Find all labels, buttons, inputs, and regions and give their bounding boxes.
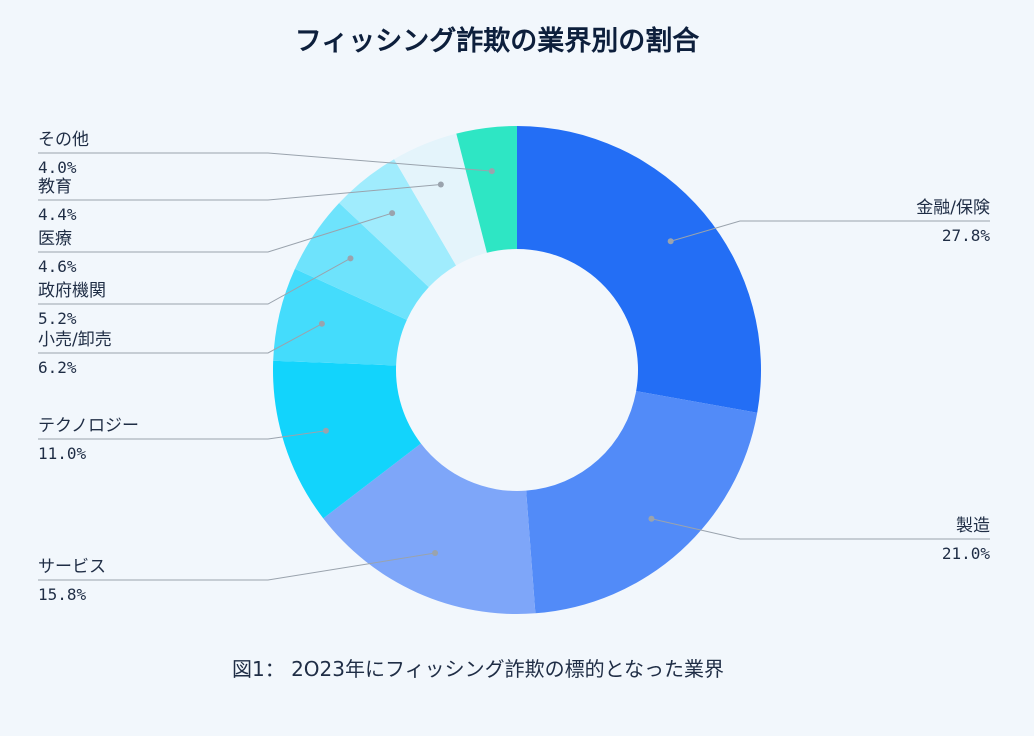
leader-dot-8 — [488, 168, 495, 175]
chart-caption: 図1： 2O23年にフィッシング詐欺の標的となった業界 — [232, 657, 724, 681]
leader-dot-2 — [432, 549, 439, 556]
slice-labels: 金融/保険 27.8% 製造 21.0% サービス 15.8% テクノロジー 11.0% 小売/… — [38, 130, 990, 604]
slice-0 — [517, 126, 761, 413]
slice-label-2: サービス — [38, 557, 106, 577]
slice-value-7: 4.4% — [38, 205, 77, 224]
slice-label-1: 製造 — [956, 516, 990, 536]
leader-line-7 — [38, 184, 441, 201]
slice-value-8: 4.0% — [38, 158, 77, 177]
slice-3 — [273, 360, 421, 519]
leader-line-8 — [38, 152, 492, 172]
slice-1 — [526, 391, 758, 614]
leader-dot-4 — [318, 320, 325, 327]
leader-dot-6 — [389, 210, 396, 217]
leader-line-0 — [670, 220, 990, 242]
leader-line-6 — [38, 212, 393, 253]
leader-dot-3 — [322, 427, 329, 434]
slice-label-8: その他 — [38, 130, 89, 150]
leader-line-1 — [651, 518, 990, 540]
leader-dot-0 — [667, 238, 674, 245]
slice-value-4: 6.2% — [38, 358, 77, 377]
leader-line-5 — [38, 257, 351, 305]
leader-dot-1 — [648, 515, 655, 522]
leader-line-3 — [38, 430, 326, 440]
slice-label-6: 医療 — [38, 229, 72, 249]
slice-5 — [294, 202, 429, 320]
slice-value-2: 15.8% — [38, 585, 87, 604]
slice-8 — [456, 126, 517, 253]
slice-value-3: 11.0% — [38, 444, 87, 463]
slice-4 — [273, 268, 407, 366]
slice-label-0: 金融/保険 — [916, 198, 990, 218]
leader-line-4 — [38, 323, 323, 354]
chart-title: フィッシング詐欺の業界別の割合 — [295, 25, 699, 57]
donut-slices — [273, 126, 761, 614]
slice-label-4: 小売/卸売 — [38, 330, 112, 350]
slice-value-5: 5.2% — [38, 309, 77, 328]
slice-label-3: テクノロジー — [38, 416, 139, 436]
leader-dot-5 — [347, 255, 354, 262]
slice-value-6: 4.6% — [38, 257, 77, 276]
slice-value-0: 27.8% — [942, 226, 991, 245]
slice-7 — [394, 133, 487, 266]
slice-label-5: 政府機関 — [38, 281, 106, 301]
slice-2 — [323, 443, 536, 614]
leader-dot-7 — [437, 181, 444, 188]
slice-value-1: 21.0% — [942, 544, 991, 563]
leader-line-2 — [38, 552, 436, 581]
slice-label-7: 教育 — [38, 177, 72, 197]
